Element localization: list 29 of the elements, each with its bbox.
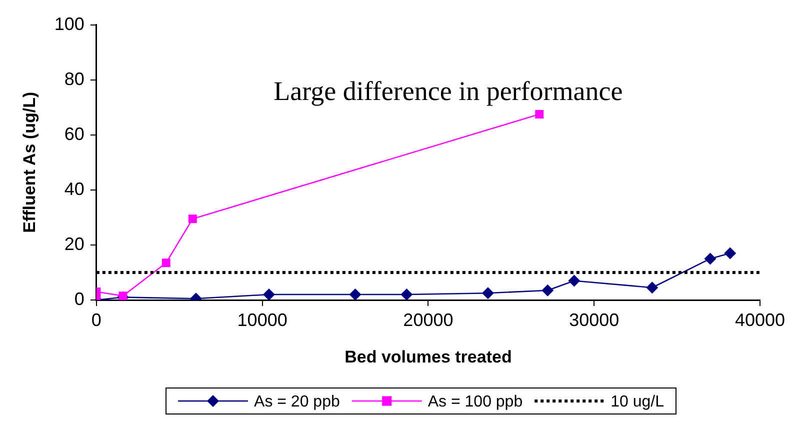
legend-label: As = 100 ppb [428, 393, 523, 410]
point [646, 282, 658, 294]
y-tick-label: 40 [64, 178, 84, 199]
annotation: Large difference in performance [274, 76, 623, 106]
point [542, 284, 554, 296]
point [162, 258, 170, 268]
x-tick-label: 30000 [569, 310, 620, 330]
x-tick-label: 40000 [734, 310, 786, 330]
x-tick-label: 0 [91, 310, 102, 330]
x-tick-label: 20000 [403, 310, 454, 330]
y-tick-label: 0 [74, 288, 84, 309]
point [535, 110, 544, 118]
x-axis-title: Bed volumes treated [344, 347, 512, 366]
point [262, 288, 275, 300]
legend-label: As = 20 ppb [254, 393, 340, 410]
y-tick-label: 60 [64, 124, 84, 144]
point [482, 287, 494, 300]
x-tick-label: 10000 [237, 310, 288, 330]
y-axis-title: Effluent As (ug/L) [20, 92, 39, 233]
point [400, 288, 413, 300]
point [704, 252, 716, 265]
y-tick-label: 20 [64, 234, 84, 254]
y-tick-label: 100 [54, 14, 84, 34]
legend-label: 10 ug/L [610, 393, 664, 410]
point [188, 214, 197, 224]
point [724, 247, 736, 260]
y-tick-label: 80 [64, 68, 84, 89]
point [349, 288, 362, 300]
point [568, 274, 580, 287]
